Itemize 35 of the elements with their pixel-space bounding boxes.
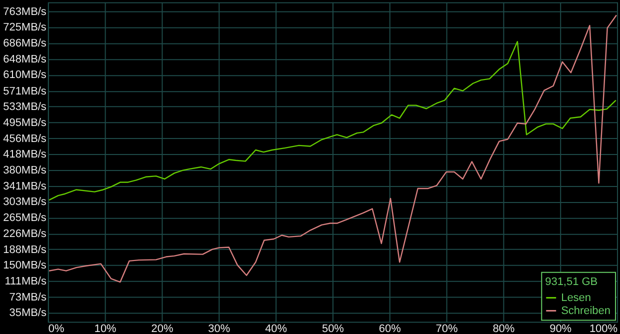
y-tick-label: 226MB/s [3,228,47,240]
y-tick-label: 686MB/s [3,38,47,50]
x-tick-label: 40% [265,323,288,334]
y-tick-label: 533MB/s [3,101,47,114]
y-tick-label: 150MB/s [3,260,47,272]
y-tick-label: 265MB/s [3,212,47,224]
x-tick-label: 70% [436,323,458,334]
y-tick-label: 35MB/s [9,307,47,320]
y-tick-label: 188MB/s [3,244,47,256]
y-tick-label: 610MB/s [3,69,47,82]
legend-label: Schreiben [561,304,610,317]
y-tick-label: 725MB/s [3,22,47,34]
y-tick-label: 73MB/s [9,291,47,304]
y-tick-label: 418MB/s [3,148,47,161]
y-tick-label: 111MB/s [4,276,47,288]
y-tick-label: 495MB/s [3,116,47,129]
x-tick-label: 0% [48,323,65,334]
x-tick-label: 20% [151,323,174,334]
y-tick-label: 763MB/s [3,6,47,18]
x-tick-label: 10% [94,323,117,334]
line-series [48,40,616,201]
y-tick-label: 648MB/s [3,53,47,66]
x-tick-label: 90% [550,323,572,334]
x-tick-label: 30% [208,323,230,334]
y-tick-label: 303MB/s [3,196,47,208]
x-tick-label: 100% [589,323,618,334]
y-tick-label: 341MB/s [3,180,47,193]
x-tick-label: 80% [492,323,515,334]
legend-title: 931,51 GB [545,276,598,288]
y-tick-label: 380MB/s [3,164,47,176]
x-tick-label: 50% [322,323,344,334]
legend-label: Lesen [561,292,591,304]
x-tick-label: 60% [378,323,402,334]
y-tick-label: 571MB/s [3,85,47,98]
y-tick-label: 456MB/s [3,132,47,145]
